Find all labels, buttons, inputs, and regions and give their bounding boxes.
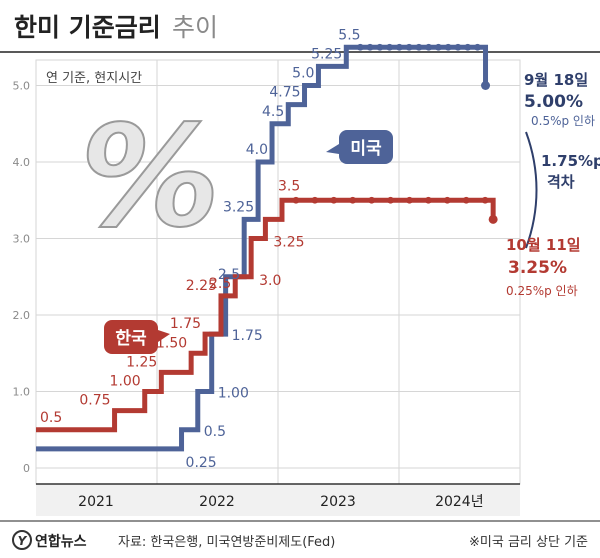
plateau-dot xyxy=(356,43,364,51)
plateau-dot xyxy=(349,196,357,204)
kr-badge: 한국 xyxy=(104,320,170,354)
us-cut-rate: 5.00% xyxy=(524,92,583,112)
series-layer xyxy=(36,43,498,452)
us-rate-label: 0.25 xyxy=(186,455,217,471)
svg-text:Y: Y xyxy=(18,534,28,548)
page-subtitle: 추이 xyxy=(172,13,218,42)
us-rate-label: 5.25 xyxy=(311,46,342,62)
x-tick-label: 2022 xyxy=(199,494,235,510)
plateau-dot xyxy=(481,196,489,204)
plateau-dot xyxy=(311,196,319,204)
source-note: 자료: 한국은행, 미국연방준비제도(Fed) xyxy=(118,534,335,550)
logo-text: 연합뉴스 xyxy=(35,533,87,550)
kr-rate-label: 1.50 xyxy=(156,335,187,351)
us-rate-label: 0.5 xyxy=(204,424,226,440)
plateau-dot xyxy=(443,196,451,204)
us-rate-label: 4.5 xyxy=(262,104,284,120)
y-tick-labels: 0 1.0 2.0 3.0 4.0 5.0 xyxy=(13,80,31,476)
plateau-dot xyxy=(454,43,462,51)
y-tick-label: 1.0 xyxy=(13,386,31,399)
plateau-dot xyxy=(387,196,394,204)
x-tick-label: 2023 xyxy=(320,494,356,510)
plateau-dot xyxy=(406,196,413,204)
kr-rate-line xyxy=(36,197,496,433)
us-rate-label: 4.75 xyxy=(269,85,300,101)
plateau-dot xyxy=(405,43,413,51)
gap-bracket xyxy=(525,131,538,249)
gap-word: 격차 xyxy=(547,173,575,191)
kr-rate-label: 2.25 xyxy=(186,278,217,294)
kr-rate-label: 2.5 xyxy=(209,276,231,292)
page-title: 한미 기준금리 xyxy=(14,13,161,42)
plateau-dot xyxy=(435,43,442,51)
us-rate-label: 3.25 xyxy=(223,199,254,215)
us-rate-label: 2.5 xyxy=(218,267,240,283)
kr-rate-label: 0.5 xyxy=(40,410,62,426)
us-cut-date: 9월 18일 xyxy=(524,71,588,89)
basis-note: ※미국 금리 상단 기준 xyxy=(469,535,588,550)
x-tick-labels: 2021 2022 2023 2024년 xyxy=(78,494,483,510)
y-tick-label: 4.0 xyxy=(13,156,31,169)
y-tick-label: 3.0 xyxy=(13,233,31,246)
plateau-dot xyxy=(330,196,338,204)
us-cut-change: 0.5%p 인하 xyxy=(531,114,595,128)
kr-cut-rate: 3.25% xyxy=(508,258,567,278)
y-tick-label: 0 xyxy=(23,462,30,475)
us-rate-label: 5.0 xyxy=(292,66,314,82)
x-axis: 2021 2022 2023 2024년 xyxy=(36,483,520,516)
kr-final-dot xyxy=(488,214,498,224)
kr-rate-label: 0.75 xyxy=(79,393,110,409)
yonhap-logo: Y 연합뉴스 xyxy=(12,530,87,550)
plateau-dot xyxy=(474,43,481,51)
plateau-dot xyxy=(464,43,472,51)
us-rate-label: 1.00 xyxy=(218,386,249,402)
plateau-dot xyxy=(376,43,384,51)
plateau-dot xyxy=(444,43,452,51)
plateau-dot xyxy=(395,43,403,51)
us-final-dot xyxy=(481,81,491,90)
kr-rate-label: 1.25 xyxy=(126,354,157,370)
plateau-dot xyxy=(368,196,376,204)
plateau-dot xyxy=(425,43,433,51)
us-rate-label: 5.5 xyxy=(338,27,360,43)
plateau-dot xyxy=(462,196,470,204)
x-tick-label: 2021 xyxy=(78,494,114,510)
plateau-dot xyxy=(415,43,423,51)
us-rate-line xyxy=(36,44,489,452)
chart-subtitle: 연 기준, 현지시간 xyxy=(46,71,142,86)
kr-cut-change: 0.25%p 인하 xyxy=(506,284,578,298)
plateau-dot xyxy=(366,43,374,51)
kr-rate-label: 3.25 xyxy=(273,235,304,251)
x-tick-label: 2024년 xyxy=(435,494,484,510)
y-tick-label: 5.0 xyxy=(13,80,31,93)
percent-icon: % xyxy=(80,96,220,259)
kr-rate-label: 3.0 xyxy=(259,273,281,289)
us-rate-label: 1.75 xyxy=(232,328,263,344)
kr-rate-label: 1.00 xyxy=(110,374,141,390)
kr-badge-label: 한국 xyxy=(115,329,147,349)
plateau-dot xyxy=(386,43,393,51)
point-labels: 0.25 0.5 1.00 1.75 2.5 3.25 4.0 4.5 4.75 5.0 5.25 5… xyxy=(40,27,361,471)
us-rate-label: 4.0 xyxy=(246,142,268,158)
us-badge: 미국 xyxy=(326,130,393,164)
plateau-dot xyxy=(424,196,432,204)
y-tick-label: 2.0 xyxy=(13,309,31,322)
gap-value: 1.75%p xyxy=(541,152,600,170)
kr-rate-label: 1.75 xyxy=(170,316,201,332)
us-badge-label: 미국 xyxy=(350,139,382,159)
kr-cut-date: 10월 11일 xyxy=(506,236,581,254)
plateau-dot xyxy=(292,196,300,204)
kr-rate-label: 3.5 xyxy=(278,178,300,194)
